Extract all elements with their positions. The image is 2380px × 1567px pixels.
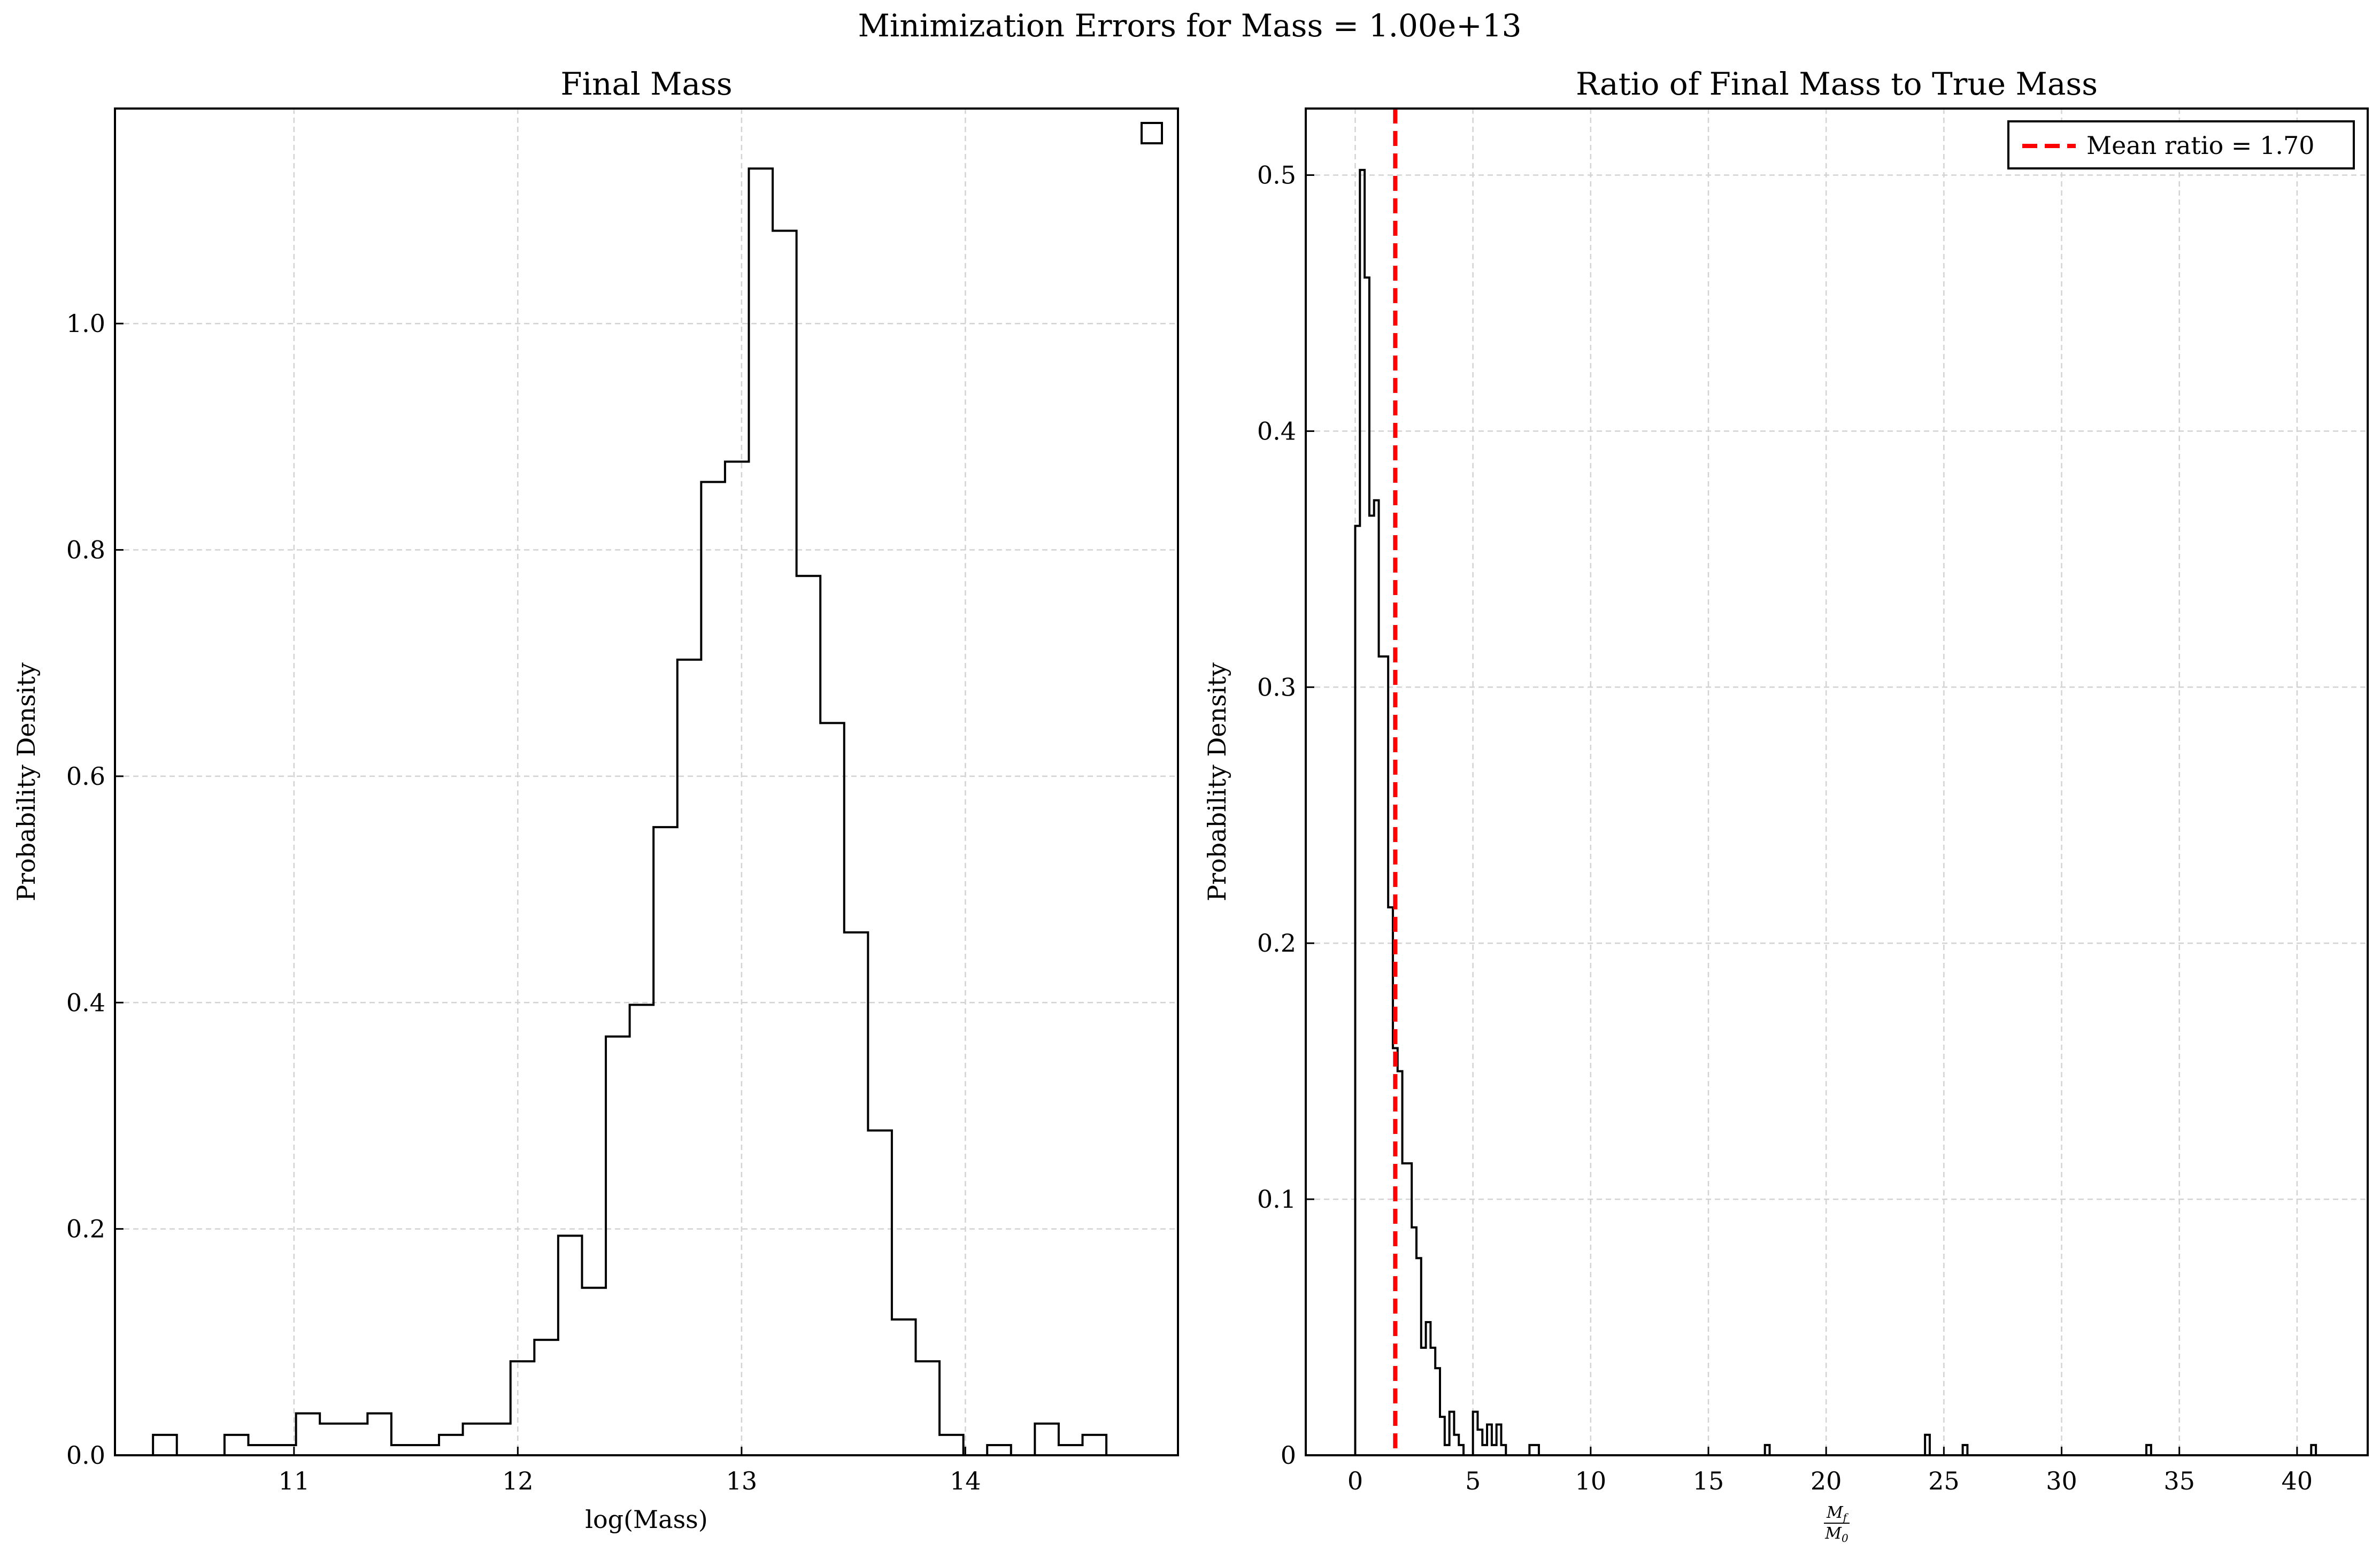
x-tick-label: 25 — [1928, 1466, 1960, 1495]
mass-ratio-histogram — [1354, 168, 1540, 1456]
x-tick-label: 0 — [1347, 1466, 1363, 1495]
final-mass-legend-swatch — [1141, 122, 1163, 144]
mass-ratio-legend-label: Mean ratio = 1.70 — [2086, 131, 2315, 160]
mass-ratio-panel: 0 5 10 15 20 25 30 35 40 0 0.1 0.2 0.3 0.4 0.5 Ratio o… — [1203, 66, 2369, 1545]
x-tick-label: 15 — [1693, 1466, 1724, 1495]
final-mass-panel: 11 12 13 14 0.0 0.2 0.4 0.6 0.8 1.0 Final Mass lo… — [12, 66, 1179, 1534]
final-mass-plot-frame — [114, 107, 1179, 1456]
x-tick-label: 40 — [2282, 1466, 2313, 1495]
histogram-outlier-bin — [1924, 1433, 1931, 1455]
y-tick-label: 0.5 — [1257, 161, 1296, 190]
mass-ratio-plot-frame — [1305, 107, 2369, 1456]
final-mass-ylabel: Probability Density — [12, 662, 41, 901]
mass-ratio-title: Ratio of Final Mass to True Mass — [1576, 66, 2098, 102]
figure-suptitle: Minimization Errors for Mass = 1.00e+13 — [858, 7, 1521, 44]
y-tick-label: 0.0 — [66, 1441, 105, 1470]
y-tick-label: 0.3 — [1257, 673, 1296, 701]
y-tick-label: 0.2 — [66, 1215, 105, 1244]
mass-ratio-legend-box — [2007, 120, 2355, 169]
mass-ratio-xlabel-numerator: Mf — [1826, 1503, 1849, 1524]
y-tick-label: 0.4 — [66, 988, 105, 1017]
x-tick-label: 11 — [279, 1466, 310, 1495]
y-tick-label: 0.8 — [66, 536, 105, 565]
y-tick-label: 0.4 — [1257, 416, 1296, 445]
final-mass-legend — [1141, 122, 1163, 144]
x-tick-label: 10 — [1575, 1466, 1607, 1495]
final-mass-histogram — [152, 167, 1108, 1456]
final-mass-title: Final Mass — [560, 66, 732, 102]
final-mass-grid — [115, 109, 1178, 1456]
histogram-outlier-bin — [1763, 1444, 1771, 1455]
histogram-outlier-bin — [1961, 1444, 1969, 1455]
mass-ratio-ticks: 0 5 10 15 20 25 30 35 40 0 0.1 0.2 0.3 0.4 0.5 — [1257, 161, 2313, 1495]
x-tick-label: 14 — [950, 1466, 981, 1495]
mass-ratio-ylabel: Probability Density — [1203, 662, 1231, 901]
histogram-outlier-bin — [2145, 1444, 2152, 1455]
x-tick-label: 5 — [1465, 1466, 1481, 1495]
mass-ratio-xlabel: Mf M0 — [1824, 1503, 1850, 1545]
x-tick-label: 12 — [502, 1466, 534, 1495]
x-tick-label: 20 — [1811, 1466, 1842, 1495]
y-tick-label: 0 — [1281, 1441, 1296, 1470]
y-tick-label: 0.1 — [1257, 1185, 1296, 1214]
mass-ratio-outlier-bins — [1763, 1433, 2317, 1455]
y-tick-label: 1.0 — [66, 309, 105, 338]
x-tick-label: 13 — [726, 1466, 758, 1495]
y-tick-label: 0.6 — [66, 762, 105, 791]
x-tick-label: 35 — [2163, 1466, 2195, 1495]
x-tick-label: 30 — [2046, 1466, 2077, 1495]
mass-ratio-xlabel-denominator: M0 — [1824, 1524, 1848, 1545]
final-mass-ticks: 11 12 13 14 0.0 0.2 0.4 0.6 0.8 1.0 — [66, 309, 981, 1495]
y-tick-label: 0.2 — [1257, 929, 1296, 958]
histogram-outlier-bin — [2310, 1444, 2317, 1455]
final-mass-xlabel: log(Mass) — [585, 1505, 707, 1534]
mass-ratio-legend: Mean ratio = 1.70 — [2007, 120, 2355, 169]
